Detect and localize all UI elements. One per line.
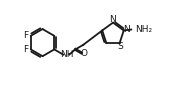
Text: NH: NH xyxy=(60,50,73,59)
Text: F: F xyxy=(23,31,28,40)
Text: NH₂: NH₂ xyxy=(135,25,152,34)
Text: N: N xyxy=(124,25,130,34)
Text: N: N xyxy=(109,15,116,24)
Text: S: S xyxy=(118,42,123,51)
Text: F: F xyxy=(23,45,28,54)
Text: O: O xyxy=(80,49,87,58)
